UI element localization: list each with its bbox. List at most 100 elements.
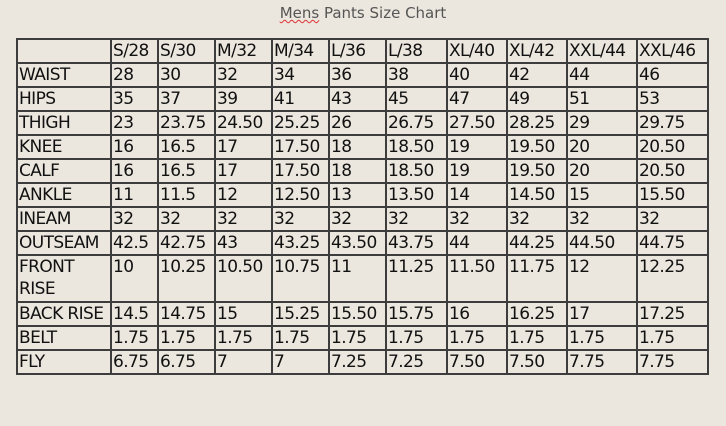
table-cell: 28.25	[506, 110, 568, 136]
table-cell: 1.75	[271, 325, 330, 351]
table-cell: 7.75	[636, 349, 709, 375]
table-cell: 14.75	[157, 301, 216, 327]
header-cell: S/30	[157, 38, 216, 64]
table-cell: 24.50	[214, 110, 273, 136]
table-cell: 16.5	[157, 158, 216, 184]
table-cell: 15	[214, 301, 273, 327]
table-cell: 32	[328, 206, 387, 232]
table-row: CALF 16 16.5 17 17.50 18 18.50 19 19.50 20 20.50	[16, 158, 709, 184]
table-cell: 17.25	[636, 301, 709, 327]
table-cell: 38	[385, 62, 448, 88]
table-cell: 43.75	[385, 230, 448, 256]
table-cell: 19	[446, 134, 508, 160]
row-label: HIPS	[16, 86, 112, 112]
table-cell: 19.50	[506, 134, 568, 160]
table-cell: 23.75	[157, 110, 216, 136]
table-cell: 18.50	[385, 158, 448, 184]
table-cell: 1.75	[506, 325, 568, 351]
table-row: BELT 1.75 1.75 1.75 1.75 1.75 1.75 1.75 1.75 1.75…	[16, 325, 709, 351]
table-row: ANKLE 11 11.5 12 12.50 13 13.50 14 14.50 15 15.50	[16, 182, 709, 208]
row-label: INEAM	[16, 206, 112, 232]
header-cell: M/32	[214, 38, 273, 64]
table-cell: 16	[446, 301, 508, 327]
table-row: BACK RISE 14.5 14.75 15 15.25 15.50 15.75 16 16.…	[16, 301, 709, 327]
table-cell: 1.75	[446, 325, 508, 351]
table-cell: 29.75	[636, 110, 709, 136]
table-cell: 28	[110, 62, 159, 88]
table-cell: 14.50	[506, 182, 568, 208]
table-cell: 20	[566, 158, 638, 184]
table-cell: 20.50	[636, 158, 709, 184]
table-cell: 17.50	[271, 134, 330, 160]
table-cell: 11.75	[506, 254, 568, 303]
table-cell: 32	[214, 62, 273, 88]
table-cell: 53	[636, 86, 709, 112]
table-cell: 14.5	[110, 301, 159, 327]
table-cell: 42.75	[157, 230, 216, 256]
table-row: FRONT RISE 10 10.25 10.50 10.75 11 11.25 11.50 1…	[16, 254, 709, 303]
table-cell: 18.50	[385, 134, 448, 160]
header-cell: S/28	[110, 38, 159, 64]
title-spellcheck-word: Mens	[279, 4, 320, 22]
table-cell: 26	[328, 110, 387, 136]
header-corner-cell	[16, 38, 112, 64]
table-cell: 11.50	[446, 254, 508, 303]
table-cell: 15.75	[385, 301, 448, 327]
table-cell: 1.75	[214, 325, 273, 351]
row-label: FRONT RISE	[16, 254, 112, 303]
table-row: THIGH 23 23.75 24.50 25.25 26 26.75 27.50 28.25 2…	[16, 110, 709, 136]
table-cell: 17.50	[271, 158, 330, 184]
table-cell: 51	[566, 86, 638, 112]
table-cell: 32	[506, 206, 568, 232]
table-cell: 13.50	[385, 182, 448, 208]
table-cell: 17	[214, 134, 273, 160]
table-cell: 7.25	[328, 349, 387, 375]
table-cell: 42.5	[110, 230, 159, 256]
table-cell: 7.75	[566, 349, 638, 375]
table-cell: 10	[110, 254, 159, 303]
table-row: INEAM 32 32 32 32 32 32 32 32 32 32	[16, 206, 709, 232]
table-cell: 16	[110, 158, 159, 184]
table-cell: 40	[446, 62, 508, 88]
table-cell: 49	[506, 86, 568, 112]
table-cell: 46	[636, 62, 709, 88]
table-cell: 47	[446, 86, 508, 112]
row-label: WAIST	[16, 62, 112, 88]
table-cell: 43.25	[271, 230, 330, 256]
table-cell: 1.75	[328, 325, 387, 351]
row-label: THIGH	[16, 110, 112, 136]
table-cell: 44.75	[636, 230, 709, 256]
table-cell: 1.75	[157, 325, 216, 351]
table-cell: 15.50	[636, 182, 709, 208]
header-cell: L/38	[385, 38, 448, 64]
table-cell: 16	[110, 134, 159, 160]
table-cell: 32	[214, 206, 273, 232]
table-cell: 45	[385, 86, 448, 112]
table-cell: 44.25	[506, 230, 568, 256]
row-label: CALF	[16, 158, 112, 184]
header-row: S/28 S/30 M/32 M/34 L/36 L/38 XL/40 XL/42 XXL/44…	[16, 38, 709, 64]
table-cell: 16.25	[506, 301, 568, 327]
table-cell: 15.50	[328, 301, 387, 327]
table-cell: 20	[566, 134, 638, 160]
row-label: BACK RISE	[16, 301, 112, 327]
row-label: FLY	[16, 349, 112, 375]
table-cell: 32	[636, 206, 709, 232]
table-cell: 37	[157, 86, 216, 112]
table-cell: 10.25	[157, 254, 216, 303]
row-label: KNEE	[16, 134, 112, 160]
header-cell: XXL/46	[636, 38, 709, 64]
table-cell: 32	[566, 206, 638, 232]
title-text: Pants Size Chart	[319, 4, 447, 22]
table-row: WAIST 28 30 32 34 36 38 40 42 44 46	[16, 62, 709, 88]
table-cell: 44	[446, 230, 508, 256]
table-cell: 32	[110, 206, 159, 232]
row-label: BELT	[16, 325, 112, 351]
table-cell: 11.25	[385, 254, 448, 303]
table-cell: 44	[566, 62, 638, 88]
table-row: OUTSEAM 42.5 42.75 43 43.25 43.50 43.75 44 44.25…	[16, 230, 709, 256]
table-cell: 32	[157, 206, 216, 232]
table-cell: 17	[214, 158, 273, 184]
table-cell: 44.50	[566, 230, 638, 256]
table-cell: 7	[271, 349, 330, 375]
